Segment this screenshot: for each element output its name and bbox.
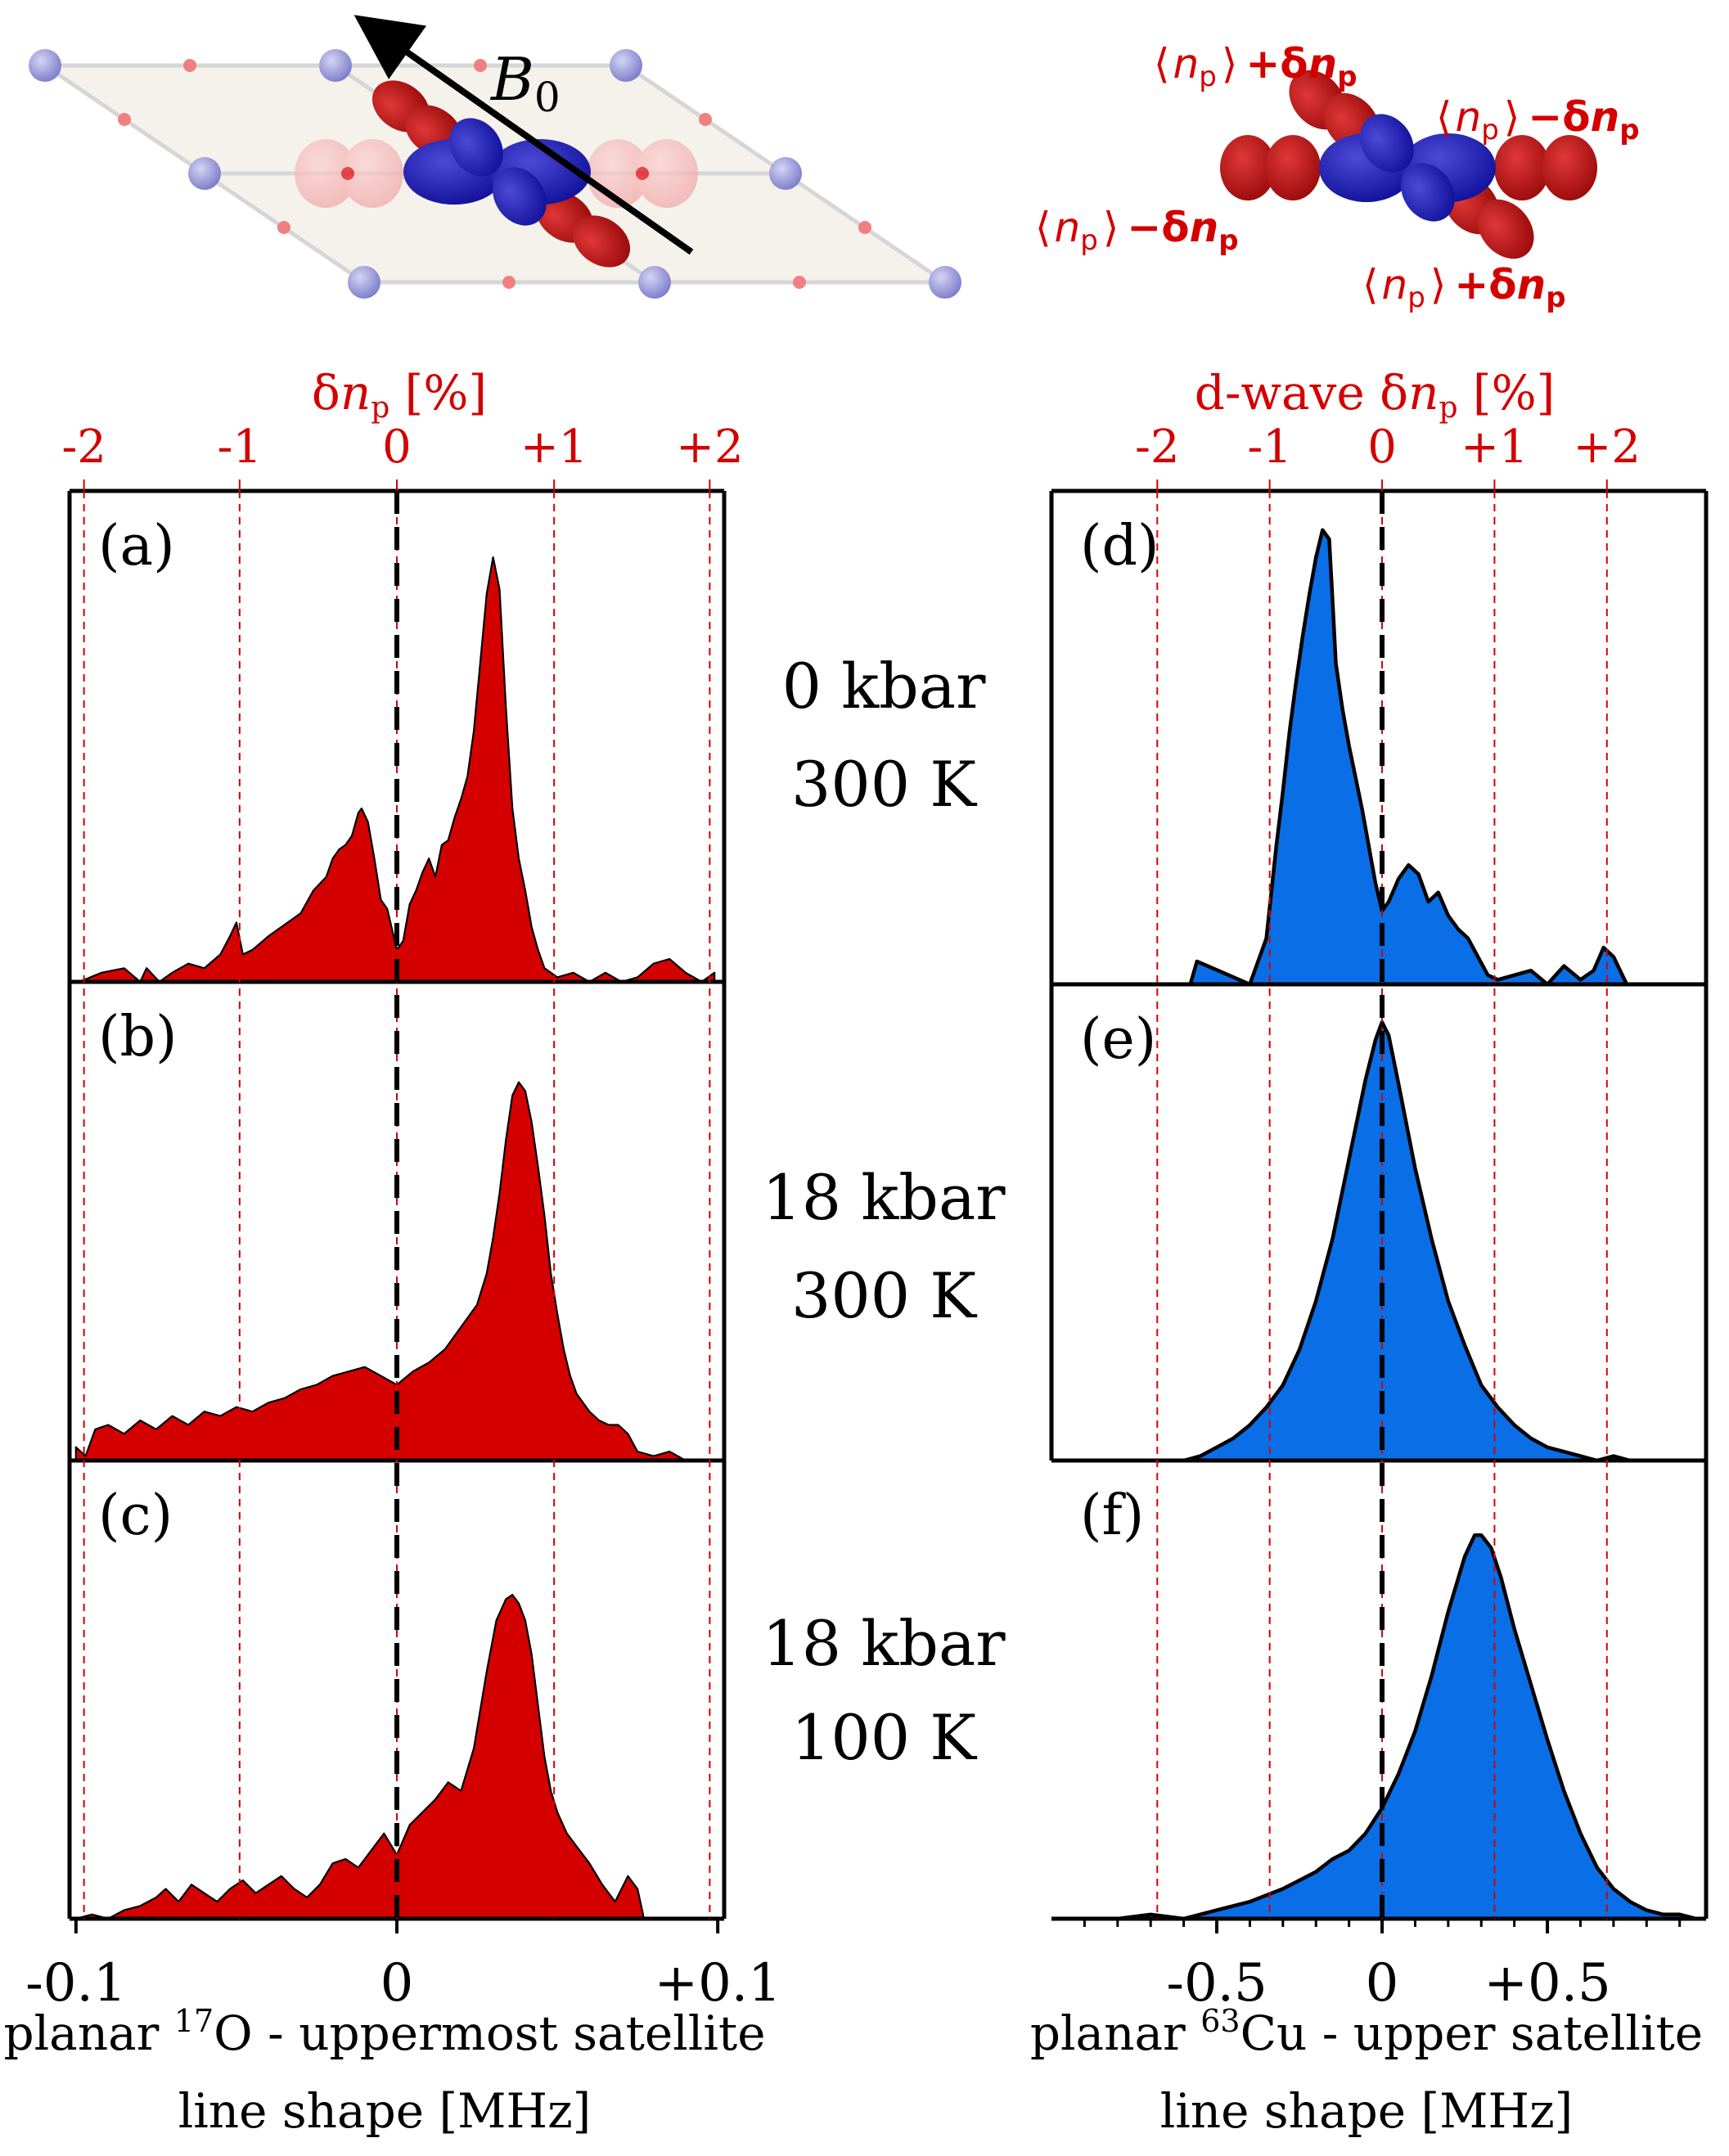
orbital-label-bottom-left: ⟨np ⟩ −δnp xyxy=(1035,204,1239,257)
top-axis-tick-label: -2 xyxy=(61,421,106,474)
top-axis-tick-label: +2 xyxy=(676,421,744,474)
x-axis-title-right: planar 63Cu - upper satellite xyxy=(1030,2003,1703,2061)
spectrum-area-e xyxy=(1182,1019,1649,1463)
copper-d-orbital xyxy=(403,118,591,226)
condition-2-pressure: 18 kbar xyxy=(762,1607,1006,1680)
top-axis-tick-label: -1 xyxy=(1247,421,1292,474)
spectrum-area-a xyxy=(78,556,716,983)
top-axis-tick-label: 0 xyxy=(382,421,412,474)
top-axis-tick-label: +2 xyxy=(1574,421,1641,474)
oxygen-site-spheres xyxy=(118,59,871,289)
orbital-label-bottom-right: ⟨np ⟩ +δnp xyxy=(1362,261,1566,314)
orbital-label-top-right: ⟨np ⟩ −δnp xyxy=(1436,93,1640,146)
oxygen-spectra-chart: (a) (b) (c) -2 -1 0 +1 +2 δnp [%] -0.1 0 +0.1 pl… xyxy=(3,365,781,2139)
x-axis-tick-label: 0 xyxy=(380,1953,414,2014)
top-axis-title-left: δnp [%] xyxy=(312,365,487,425)
panel-label: (e) xyxy=(1080,1007,1156,1072)
spectrum-area-b xyxy=(74,1081,687,1462)
copper-spectra-chart: (d) (e) (f) -2 -1 0 +1 +2 d-wave δnp [%] -0.5 0… xyxy=(1030,365,1709,2139)
top-axis-tick-label: +1 xyxy=(1461,421,1529,474)
spectrum-area-f xyxy=(1099,1533,1699,1921)
spectrum-area-c xyxy=(74,1594,646,1920)
panel-label: (b) xyxy=(98,1005,178,1069)
top-axis-tick-label: +1 xyxy=(520,421,588,474)
top-axis-tick-label: -1 xyxy=(218,421,263,474)
panel-label: (f) xyxy=(1080,1483,1144,1548)
panel-label: (d) xyxy=(1080,514,1159,578)
condition-2-temperature: 100 K xyxy=(791,1701,977,1774)
condition-0-pressure: 0 kbar xyxy=(782,650,987,722)
condition-1-pressure: 18 kbar xyxy=(762,1161,1006,1234)
orbital-illustration: ⟨np ⟩ +δnp ⟨np ⟩ −δnp ⟨np ⟩ −δnp ⟨np ⟩ +δnp xyxy=(1035,40,1640,314)
x-axis-subtitle-right: line shape [MHz] xyxy=(1160,2083,1574,2139)
x-axis-tick-label: 0 xyxy=(1366,1953,1399,2014)
copper-site-spheres xyxy=(29,49,961,299)
top-axis-tick-label: -2 xyxy=(1135,421,1180,474)
top-axis-tick-label: 0 xyxy=(1367,421,1397,474)
orbital-label-top-left: ⟨np ⟩ +δnp xyxy=(1154,40,1358,93)
x-axis-tick-label: +0.5 xyxy=(1484,1953,1610,2014)
x-axis-title-left: planar 17O - uppermost satellite xyxy=(3,2003,765,2061)
panel-label: (c) xyxy=(98,1483,173,1548)
top-axis-title-right: d-wave δnp [%] xyxy=(1195,365,1556,425)
field-label: B0 xyxy=(489,45,561,121)
x-axis-subtitle-left: line shape [MHz] xyxy=(178,2083,592,2139)
faint-p-orbitals xyxy=(295,139,698,208)
x-axis-tick-label: -0.1 xyxy=(25,1953,126,2014)
d-orbital-right xyxy=(1319,114,1496,222)
x-axis-tick-label: +0.1 xyxy=(654,1953,781,2014)
condition-1-temperature: 300 K xyxy=(791,1259,977,1332)
lattice-illustration: B0 xyxy=(29,15,961,299)
condition-0-temperature: 300 K xyxy=(791,748,977,821)
spectrum-area-d xyxy=(1188,528,1649,987)
panel-label: (a) xyxy=(98,514,175,578)
x-axis-tick-label: -0.5 xyxy=(1166,1953,1267,2014)
field-arrow xyxy=(353,15,694,255)
